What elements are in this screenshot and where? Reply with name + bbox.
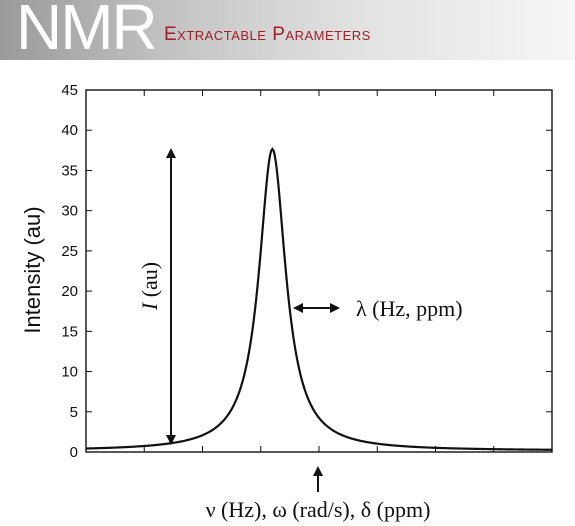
header-banner: NMR Extractable Parameters	[0, 0, 575, 60]
y-tick-label: 0	[70, 444, 78, 461]
y-tick-label: 45	[61, 82, 78, 99]
y-tick-label: 25	[61, 243, 78, 260]
y-tick-label: 40	[61, 122, 78, 139]
y-tick-label: 20	[61, 283, 78, 300]
nmr-title: NMR	[16, 0, 158, 63]
x-axis-label: ν (Hz), ω (rad/s), δ (ppm)	[206, 497, 431, 522]
y-axis-ticks: 0 5 10 15 20 25 30 35 40 45	[61, 82, 552, 461]
lorentzian-peak-line	[85, 147, 553, 451]
y-tick-label: 35	[61, 162, 78, 179]
intensity-unit: (au)	[137, 262, 162, 303]
y-axis-label: Intensity (au)	[20, 206, 45, 333]
intensity-annotation: I (au)	[137, 262, 162, 311]
y-tick-label: 5	[70, 404, 78, 421]
y-tick-label: 10	[61, 364, 78, 381]
y-tick-label: 15	[61, 323, 78, 340]
banner-subtitle: Extractable Parameters	[164, 24, 371, 45]
y-tick-label: 30	[61, 203, 78, 220]
intensity-symbol: I	[137, 301, 162, 311]
x-axis-ticks	[85, 90, 553, 452]
linewidth-label: λ (Hz, ppm)	[356, 296, 463, 321]
